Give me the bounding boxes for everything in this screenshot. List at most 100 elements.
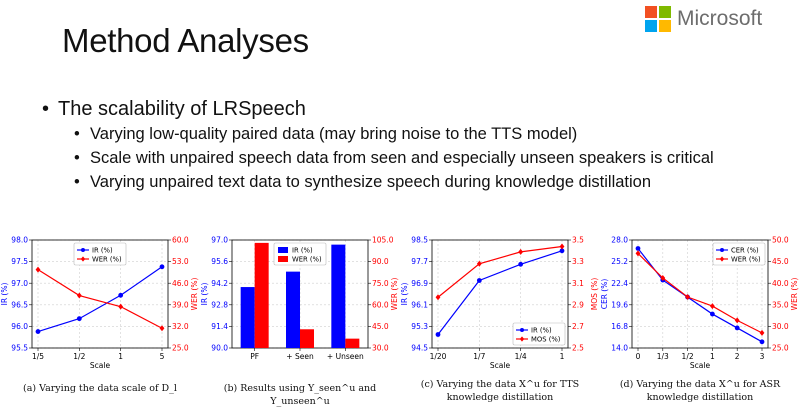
y-left-tick-label: 95.6 bbox=[211, 257, 228, 266]
y-left-tick-label: 19.6 bbox=[611, 300, 628, 309]
y-right-tick-label: 25.0 bbox=[772, 344, 789, 353]
legend-label: CER (%) bbox=[731, 247, 759, 255]
data-point bbox=[435, 332, 441, 337]
bullet-dot-icon: • bbox=[74, 173, 80, 191]
sub-bullet: • Varying low-quality paired data (may b… bbox=[74, 124, 792, 145]
x-tick-label: 1/4 bbox=[515, 352, 527, 361]
bar bbox=[300, 329, 314, 348]
legend-marker bbox=[81, 248, 85, 252]
y-left-tick-label: 98.0 bbox=[11, 236, 28, 245]
data-point bbox=[35, 266, 41, 273]
bar bbox=[331, 244, 346, 348]
legend-label: IR (%) bbox=[292, 247, 313, 255]
legend-marker bbox=[519, 336, 525, 342]
x-tick-label: 2 bbox=[735, 352, 740, 361]
y-left-tick-label: 16.8 bbox=[611, 322, 628, 331]
series-line bbox=[437, 250, 563, 335]
y-right-tick-label: 45.0 bbox=[372, 322, 389, 331]
y-left-tick-label: 91.4 bbox=[211, 322, 228, 331]
data-point bbox=[710, 303, 715, 310]
y-right-tick-label: 46.0 bbox=[172, 279, 189, 288]
x-axis-label: Scale bbox=[690, 361, 711, 370]
y-right-tick-label: 50.0 bbox=[772, 236, 789, 245]
y-right-tick-label: 2.7 bbox=[572, 322, 584, 331]
legend-marker bbox=[720, 248, 724, 252]
bar bbox=[240, 287, 255, 348]
y-right-tick-label: 2.9 bbox=[572, 300, 584, 309]
chart-b: 90.0 91.4 92.8 94.2 95.6 97.0 30.0 45.0 60.0 75.0… bbox=[200, 236, 399, 361]
y-left-tick-label: 96.0 bbox=[11, 322, 28, 331]
sub-bullet-text: Varying unpaired text data to synthesize… bbox=[90, 173, 652, 191]
plot-frame bbox=[431, 239, 569, 349]
y-left-tick-label: 96.9 bbox=[411, 279, 428, 288]
bullet-list: • The scalability of LRSpeech • Varying … bbox=[42, 96, 792, 196]
y-right-tick-label: 30.0 bbox=[372, 344, 389, 353]
data-point bbox=[159, 325, 165, 332]
series-line bbox=[37, 266, 163, 333]
data-point bbox=[76, 292, 82, 299]
data-point bbox=[635, 246, 641, 251]
x-tick-label: 1/5 bbox=[32, 352, 44, 361]
x-tick-label: + Unseen bbox=[327, 352, 364, 361]
x-tick-label: + Seen bbox=[286, 352, 314, 361]
data-point bbox=[35, 329, 41, 334]
legend-label: WER (%) bbox=[731, 256, 761, 264]
data-point bbox=[685, 294, 690, 301]
y-left-tick-label: 92.8 bbox=[211, 300, 228, 309]
legend: IR (%)WER (%) bbox=[73, 242, 127, 266]
x-axis-label: Scale bbox=[490, 361, 511, 370]
data-point bbox=[118, 292, 124, 298]
caption-b: (b) Results using Y_seen^u and Y_unseen^… bbox=[223, 383, 377, 407]
y-right-tick-label: 3.3 bbox=[572, 257, 584, 266]
x-tick-label: 1 bbox=[710, 352, 715, 361]
x-tick-label: 1/7 bbox=[473, 352, 485, 361]
bullet-main: • The scalability of LRSpeech bbox=[42, 96, 792, 122]
legend-label: IR (%) bbox=[92, 247, 113, 255]
y-right-axis-label: WER (%) bbox=[390, 278, 399, 311]
y-left-tick-label: 95.5 bbox=[11, 344, 28, 353]
data-point bbox=[159, 264, 165, 270]
microsoft-logo: Microsoft bbox=[645, 6, 762, 32]
y-right-axis-label: MOS (%) bbox=[590, 278, 599, 311]
x-tick-label: 1/20 bbox=[430, 352, 447, 361]
legend: IR (%)WER (%) bbox=[273, 242, 327, 266]
data-point bbox=[559, 248, 565, 254]
data-point bbox=[759, 339, 765, 345]
y-right-tick-label: 45.0 bbox=[772, 257, 789, 266]
y-right-tick-label: 35.0 bbox=[772, 300, 789, 309]
y-right-tick-label: 60.0 bbox=[172, 236, 189, 245]
y-right-tick-label: 3.1 bbox=[572, 279, 584, 288]
y-left-tick-label: 97.0 bbox=[211, 236, 228, 245]
y-left-tick-label: 94.2 bbox=[211, 279, 228, 288]
y-left-tick-label: 25.2 bbox=[611, 257, 628, 266]
legend-label: WER (%) bbox=[292, 256, 322, 264]
data-point bbox=[476, 278, 482, 283]
legend-label: MOS (%) bbox=[531, 336, 561, 344]
y-right-axis-label: WER (%) bbox=[190, 278, 199, 311]
figure-row: 95.5 96.0 96.5 97.0 97.5 98.0 25.0 32.0 39.0 46.0… bbox=[0, 228, 800, 407]
plot-frame bbox=[31, 239, 169, 349]
bullet-dot-icon: • bbox=[42, 98, 50, 120]
data-point bbox=[759, 329, 765, 336]
legend-marker bbox=[520, 328, 524, 332]
caption-a: (a) Varying the data scale of D_l bbox=[23, 383, 177, 394]
y-left-tick-label: 97.7 bbox=[411, 257, 428, 266]
y-left-axis-label: IR (%) bbox=[400, 283, 409, 306]
y-right-tick-label: 32.0 bbox=[172, 322, 189, 331]
y-right-tick-label: 39.0 bbox=[172, 300, 189, 309]
series-line bbox=[637, 248, 763, 343]
y-left-tick-label: 95.3 bbox=[411, 322, 428, 331]
x-tick-label: 1 bbox=[560, 352, 565, 361]
y-right-tick-label: 53.0 bbox=[172, 257, 189, 266]
legend-swatch bbox=[278, 247, 288, 253]
legend-marker bbox=[80, 256, 86, 262]
y-right-tick-label: 75.0 bbox=[372, 279, 389, 288]
data-point bbox=[635, 250, 641, 257]
y-right-tick-label: 90.0 bbox=[372, 257, 389, 266]
x-tick-label: 1/2 bbox=[73, 352, 85, 361]
data-point bbox=[710, 311, 715, 317]
data-point bbox=[76, 316, 82, 322]
chart-c: 94.5 95.3 96.1 96.9 97.7 98.5 2.5 2.7 2.9 3.1 3.3 3… bbox=[400, 236, 599, 370]
data-point bbox=[559, 243, 565, 250]
x-tick-label: 5 bbox=[160, 352, 165, 361]
